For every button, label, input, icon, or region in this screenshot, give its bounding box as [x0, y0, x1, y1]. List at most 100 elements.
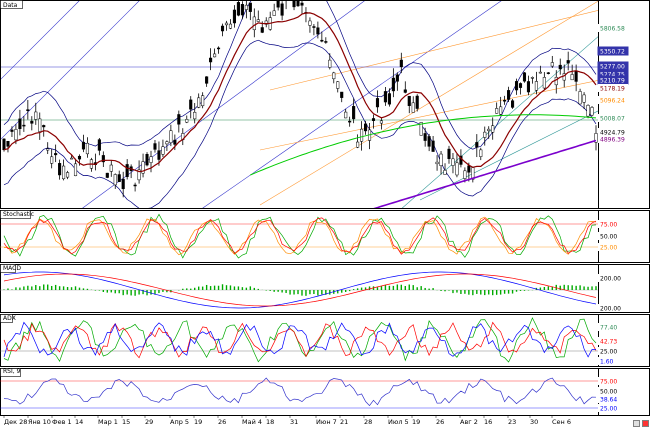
- price-panel-title: Data: [3, 2, 18, 9]
- adx-tag-box: [598, 347, 628, 355]
- candle-body: [546, 72, 550, 74]
- candle-body: [30, 120, 34, 124]
- candle-body: [38, 118, 42, 132]
- price-tag: 5806.58: [600, 26, 625, 33]
- candle-body: [260, 27, 264, 33]
- candle-body: [391, 77, 395, 92]
- candle-body: [371, 118, 376, 121]
- adx-title-tab: [0, 314, 13, 323]
- candle-body: [236, 2, 240, 16]
- candle-body: [50, 156, 54, 164]
- candle-body: [499, 106, 503, 115]
- rsi-tag: 50.00: [600, 389, 617, 396]
- candle-body: [586, 104, 590, 117]
- adx-tag: 25.00: [600, 349, 617, 356]
- candle-body: [117, 174, 121, 182]
- stochastic-tag-box: [598, 220, 628, 228]
- rsi-tag-box: [598, 404, 628, 412]
- candle-body: [137, 169, 141, 181]
- candle-body: [594, 133, 598, 143]
- x-tick-label: Апр 5: [170, 418, 189, 426]
- ma-short: [3, 12, 597, 173]
- candle-body: [383, 91, 387, 103]
- candle-body: [455, 162, 459, 176]
- adx-tag: 1.60: [600, 359, 614, 366]
- price-tag: 5277.00: [600, 64, 625, 71]
- candle-body: [145, 154, 149, 166]
- candle-body: [105, 172, 109, 178]
- rsi-tag-box: [598, 387, 628, 395]
- candle-body: [379, 120, 383, 124]
- stochastic-tag: 75.00: [600, 222, 617, 229]
- stochastic-slow: [3, 216, 597, 256]
- stochastic-title-tab: [0, 210, 31, 219]
- candle-body: [447, 148, 451, 159]
- candle-body: [201, 95, 205, 107]
- macd-signal: [3, 273, 597, 307]
- candle-body: [125, 164, 129, 177]
- candle-body: [423, 133, 427, 141]
- x-tick-label: 29: [145, 418, 153, 426]
- candle-body: [407, 95, 411, 106]
- candle-body: [34, 111, 38, 120]
- candle-body: [522, 72, 527, 82]
- candle-body: [487, 128, 491, 131]
- x-tick-label: 19: [194, 418, 202, 426]
- candle-body: [272, 10, 276, 16]
- candle-body: [296, 1, 300, 7]
- x-tick-label: 19: [412, 418, 420, 426]
- stochastic-tag: 50.00: [600, 234, 617, 241]
- candle-body: [360, 128, 364, 142]
- stochastic-tag-box: [598, 232, 628, 240]
- rsi-title-tab: [0, 368, 21, 377]
- bollinger-lower: [3, 39, 597, 208]
- candle-body: [483, 131, 487, 138]
- price-tag-box: [598, 128, 628, 136]
- x-tick-label: Июл 5: [388, 418, 409, 426]
- candle-body: [244, 4, 248, 10]
- candle-body: [511, 100, 515, 108]
- candle-body: [574, 70, 578, 82]
- price-tag-box: [598, 135, 628, 143]
- candle-body: [439, 153, 443, 166]
- scroll-right-button[interactable]: [642, 420, 649, 427]
- rsi-tag-box: [598, 377, 628, 385]
- macd-tag: 200.00: [600, 276, 621, 283]
- x-tick-label: Фев 1: [52, 418, 72, 426]
- scroll-left-button[interactable]: [633, 420, 640, 427]
- price-tag-box: [598, 24, 628, 32]
- candle-body: [507, 90, 511, 100]
- candle-body: [121, 178, 125, 190]
- candle-body: [256, 19, 260, 22]
- candle-body: [526, 81, 531, 93]
- ma-mid: [250, 114, 597, 176]
- candle-body: [18, 118, 22, 130]
- x-tick-label: 30: [530, 418, 538, 426]
- macd-panel-title: MACD: [3, 265, 21, 272]
- candle-body: [415, 95, 419, 109]
- candle-body: [209, 57, 213, 63]
- x-tick-label: 26: [218, 418, 226, 426]
- candle-body: [375, 98, 380, 108]
- x-tick-label: 14: [75, 418, 83, 426]
- candle-body: [232, 9, 236, 24]
- adx-plus-di: [3, 321, 597, 359]
- candle-body: [62, 165, 66, 180]
- stochastic-tag-box: [598, 243, 628, 251]
- stochastic-panel-title: Stochastic: [3, 211, 34, 218]
- bollinger-upper: [3, 1, 597, 150]
- price-tag: 5178.19: [600, 86, 625, 93]
- candle-body: [403, 89, 407, 93]
- candle-body: [320, 39, 324, 42]
- candle-body: [292, 1, 296, 8]
- candle-body: [340, 91, 344, 98]
- candle-body: [213, 53, 217, 58]
- x-tick-label: Авг 2: [460, 418, 478, 426]
- candle-body: [197, 97, 201, 108]
- rsi-tag: 75.00: [600, 379, 617, 386]
- trend-channel-line: [202, 1, 502, 208]
- rsi-line: [3, 377, 597, 407]
- macd-line: [3, 271, 597, 309]
- x-tick-label: Май 4: [242, 418, 262, 426]
